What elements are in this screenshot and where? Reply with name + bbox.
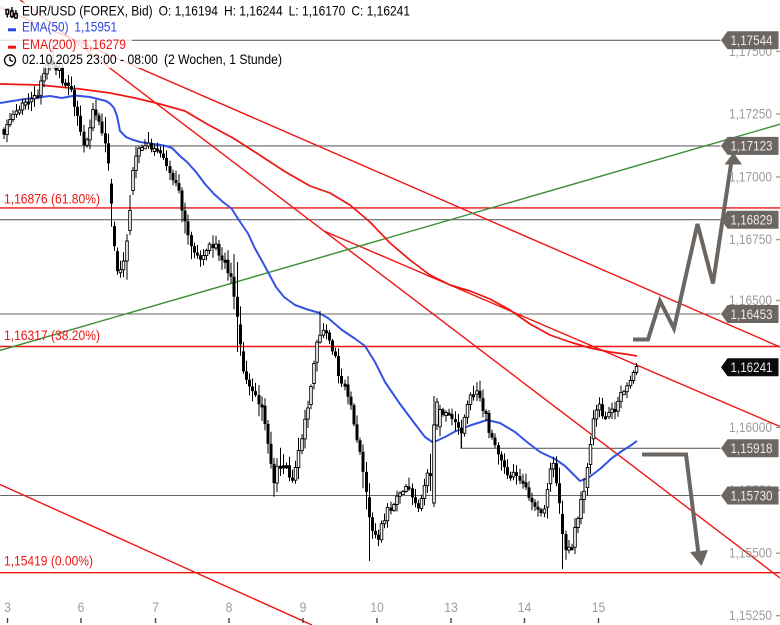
svg-text:EMA(200) 1,16279: EMA(200) 1,16279: [22, 36, 126, 52]
svg-text:1,17250: 1,17250: [729, 106, 772, 122]
svg-text:1,16317 (38.20%): 1,16317 (38.20%): [4, 327, 100, 343]
svg-text:1,15730: 1,15730: [731, 487, 773, 503]
svg-text:14: 14: [518, 599, 532, 615]
svg-text:10: 10: [370, 599, 384, 615]
svg-text:1,16453: 1,16453: [731, 306, 773, 322]
svg-text:6: 6: [78, 599, 85, 615]
svg-text:8: 8: [226, 599, 233, 615]
svg-text:15: 15: [592, 599, 606, 615]
svg-text:7: 7: [152, 599, 159, 615]
svg-text:9: 9: [300, 599, 307, 615]
svg-text:1,16829: 1,16829: [731, 212, 773, 228]
svg-text:1,15500: 1,15500: [729, 545, 772, 561]
svg-text:EMA(50) 1,15951: EMA(50) 1,15951: [22, 19, 117, 35]
svg-text:1,15918: 1,15918: [731, 440, 773, 456]
svg-text:1,16241: 1,16241: [731, 359, 773, 375]
svg-text:1,16500: 1,16500: [729, 292, 772, 308]
svg-text:1,17000: 1,17000: [729, 169, 772, 185]
svg-text:1,15419 (0.00%): 1,15419 (0.00%): [4, 553, 93, 569]
svg-text:02.10.2025 23:00 - 08:00 (2 Wo: 02.10.2025 23:00 - 08:00 (2 Wochen, 1 St…: [22, 51, 282, 67]
svg-text:1,16750: 1,16750: [729, 231, 772, 247]
svg-text:1,15250: 1,15250: [729, 607, 772, 623]
svg-text:1,17544: 1,17544: [731, 32, 773, 48]
svg-text:EUR/USD (FOREX, Bid) O: 1,1619: EUR/USD (FOREX, Bid) O: 1,16194 H: 1,162…: [22, 2, 410, 18]
svg-text:1,17123: 1,17123: [731, 138, 773, 154]
svg-text:13: 13: [444, 599, 458, 615]
svg-text:1,16000: 1,16000: [729, 419, 772, 435]
svg-text:3: 3: [4, 599, 11, 615]
svg-text:1,16876 (61.80%): 1,16876 (61.80%): [4, 191, 100, 207]
